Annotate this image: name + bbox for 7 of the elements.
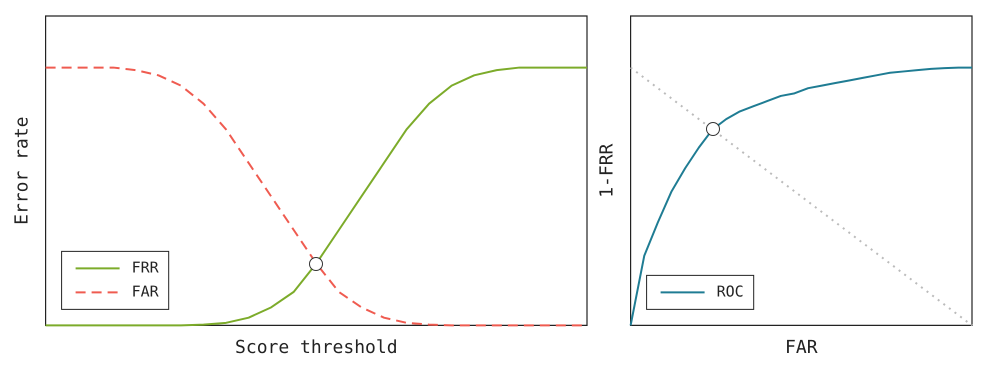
x-axis-title: Score threshold: [235, 336, 398, 358]
y-axis-title: 1-FRR: [596, 143, 618, 198]
x-axis-title: FAR: [785, 336, 818, 358]
legend-label: FAR: [132, 282, 160, 300]
legend-label: ROC: [716, 282, 744, 300]
y-axis-title: Error rate: [11, 116, 32, 225]
legend-label: FRR: [132, 258, 160, 276]
